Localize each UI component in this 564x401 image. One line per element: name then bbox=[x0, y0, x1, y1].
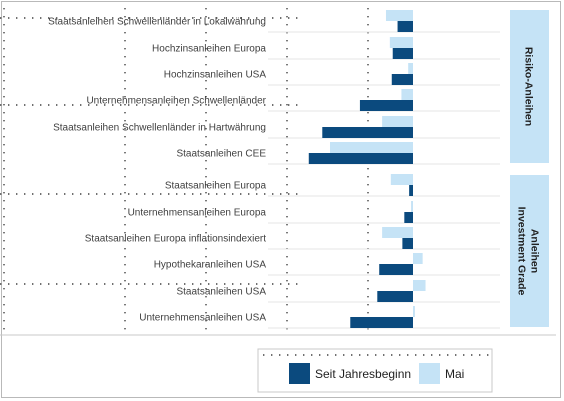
bar-seit-jahresbeginn bbox=[377, 291, 413, 302]
bar-mai bbox=[382, 116, 413, 127]
bar-seit-jahresbeginn bbox=[350, 317, 413, 328]
bar-seit-jahresbeginn bbox=[322, 127, 413, 138]
category-label: Hochzinsanleihen USA bbox=[164, 70, 267, 81]
bar-seit-jahresbeginn bbox=[404, 212, 413, 223]
bar-mai bbox=[401, 89, 413, 100]
legend-swatch-mai bbox=[419, 363, 440, 384]
category-label: Staatsanleihen Europa inflationsindexier… bbox=[85, 234, 266, 245]
bar-mai bbox=[330, 142, 413, 153]
category-label: Staatsanleihen Europa bbox=[165, 181, 267, 192]
category-label: Hochzinsanleihen Europa bbox=[152, 44, 266, 55]
bar-seit-jahresbeginn bbox=[409, 185, 413, 196]
bar-mai bbox=[413, 306, 415, 317]
bar-seit-jahresbeginn bbox=[391, 74, 413, 85]
group-label: Investment Grade bbox=[516, 207, 528, 296]
category-label: Unternehmensanleihen USA bbox=[139, 313, 266, 324]
bar-mai bbox=[408, 63, 413, 74]
legend-swatch-seit-jahresbeginn bbox=[289, 363, 310, 384]
category-label: Hypothekaranleihen USA bbox=[154, 260, 267, 271]
bar-seit-jahresbeginn bbox=[402, 238, 413, 249]
bar-seit-jahresbeginn bbox=[359, 100, 413, 111]
bar-mai bbox=[385, 10, 413, 21]
category-label: Staatsanleihen USA bbox=[176, 287, 266, 298]
bar-mai bbox=[382, 227, 413, 238]
bar-mai bbox=[389, 37, 413, 48]
bar-mai bbox=[390, 174, 413, 185]
group-label: Risiko-Anleihen bbox=[523, 47, 535, 126]
bar-seit-jahresbeginn bbox=[379, 264, 413, 275]
bar-seit-jahresbeginn bbox=[308, 153, 413, 164]
bar-seit-jahresbeginn bbox=[397, 21, 413, 32]
legend-label-mai: Mai bbox=[445, 367, 464, 381]
category-label: Staatsanleihen CEE bbox=[176, 149, 266, 160]
category-label: Unternehmensanleihen Europa bbox=[128, 208, 267, 219]
bar-mai bbox=[413, 253, 423, 264]
category-label: Unternehmensanleihen Schwellenländer bbox=[86, 96, 266, 107]
bar-mai bbox=[413, 280, 426, 291]
legend-label-seit-jahresbeginn: Seit Jahresbeginn bbox=[315, 367, 411, 381]
category-label: Staatsanleihen Schwellenländer in Hartwä… bbox=[53, 123, 266, 134]
bar-seit-jahresbeginn bbox=[392, 48, 413, 59]
group-box-investment-grade bbox=[510, 175, 549, 327]
category-label: Staatsanleihen Schwellenländer in Lokalw… bbox=[48, 17, 266, 28]
group-label: Anleihen bbox=[529, 229, 541, 273]
group-box-risiko bbox=[510, 10, 549, 163]
bar-mai bbox=[411, 201, 413, 212]
